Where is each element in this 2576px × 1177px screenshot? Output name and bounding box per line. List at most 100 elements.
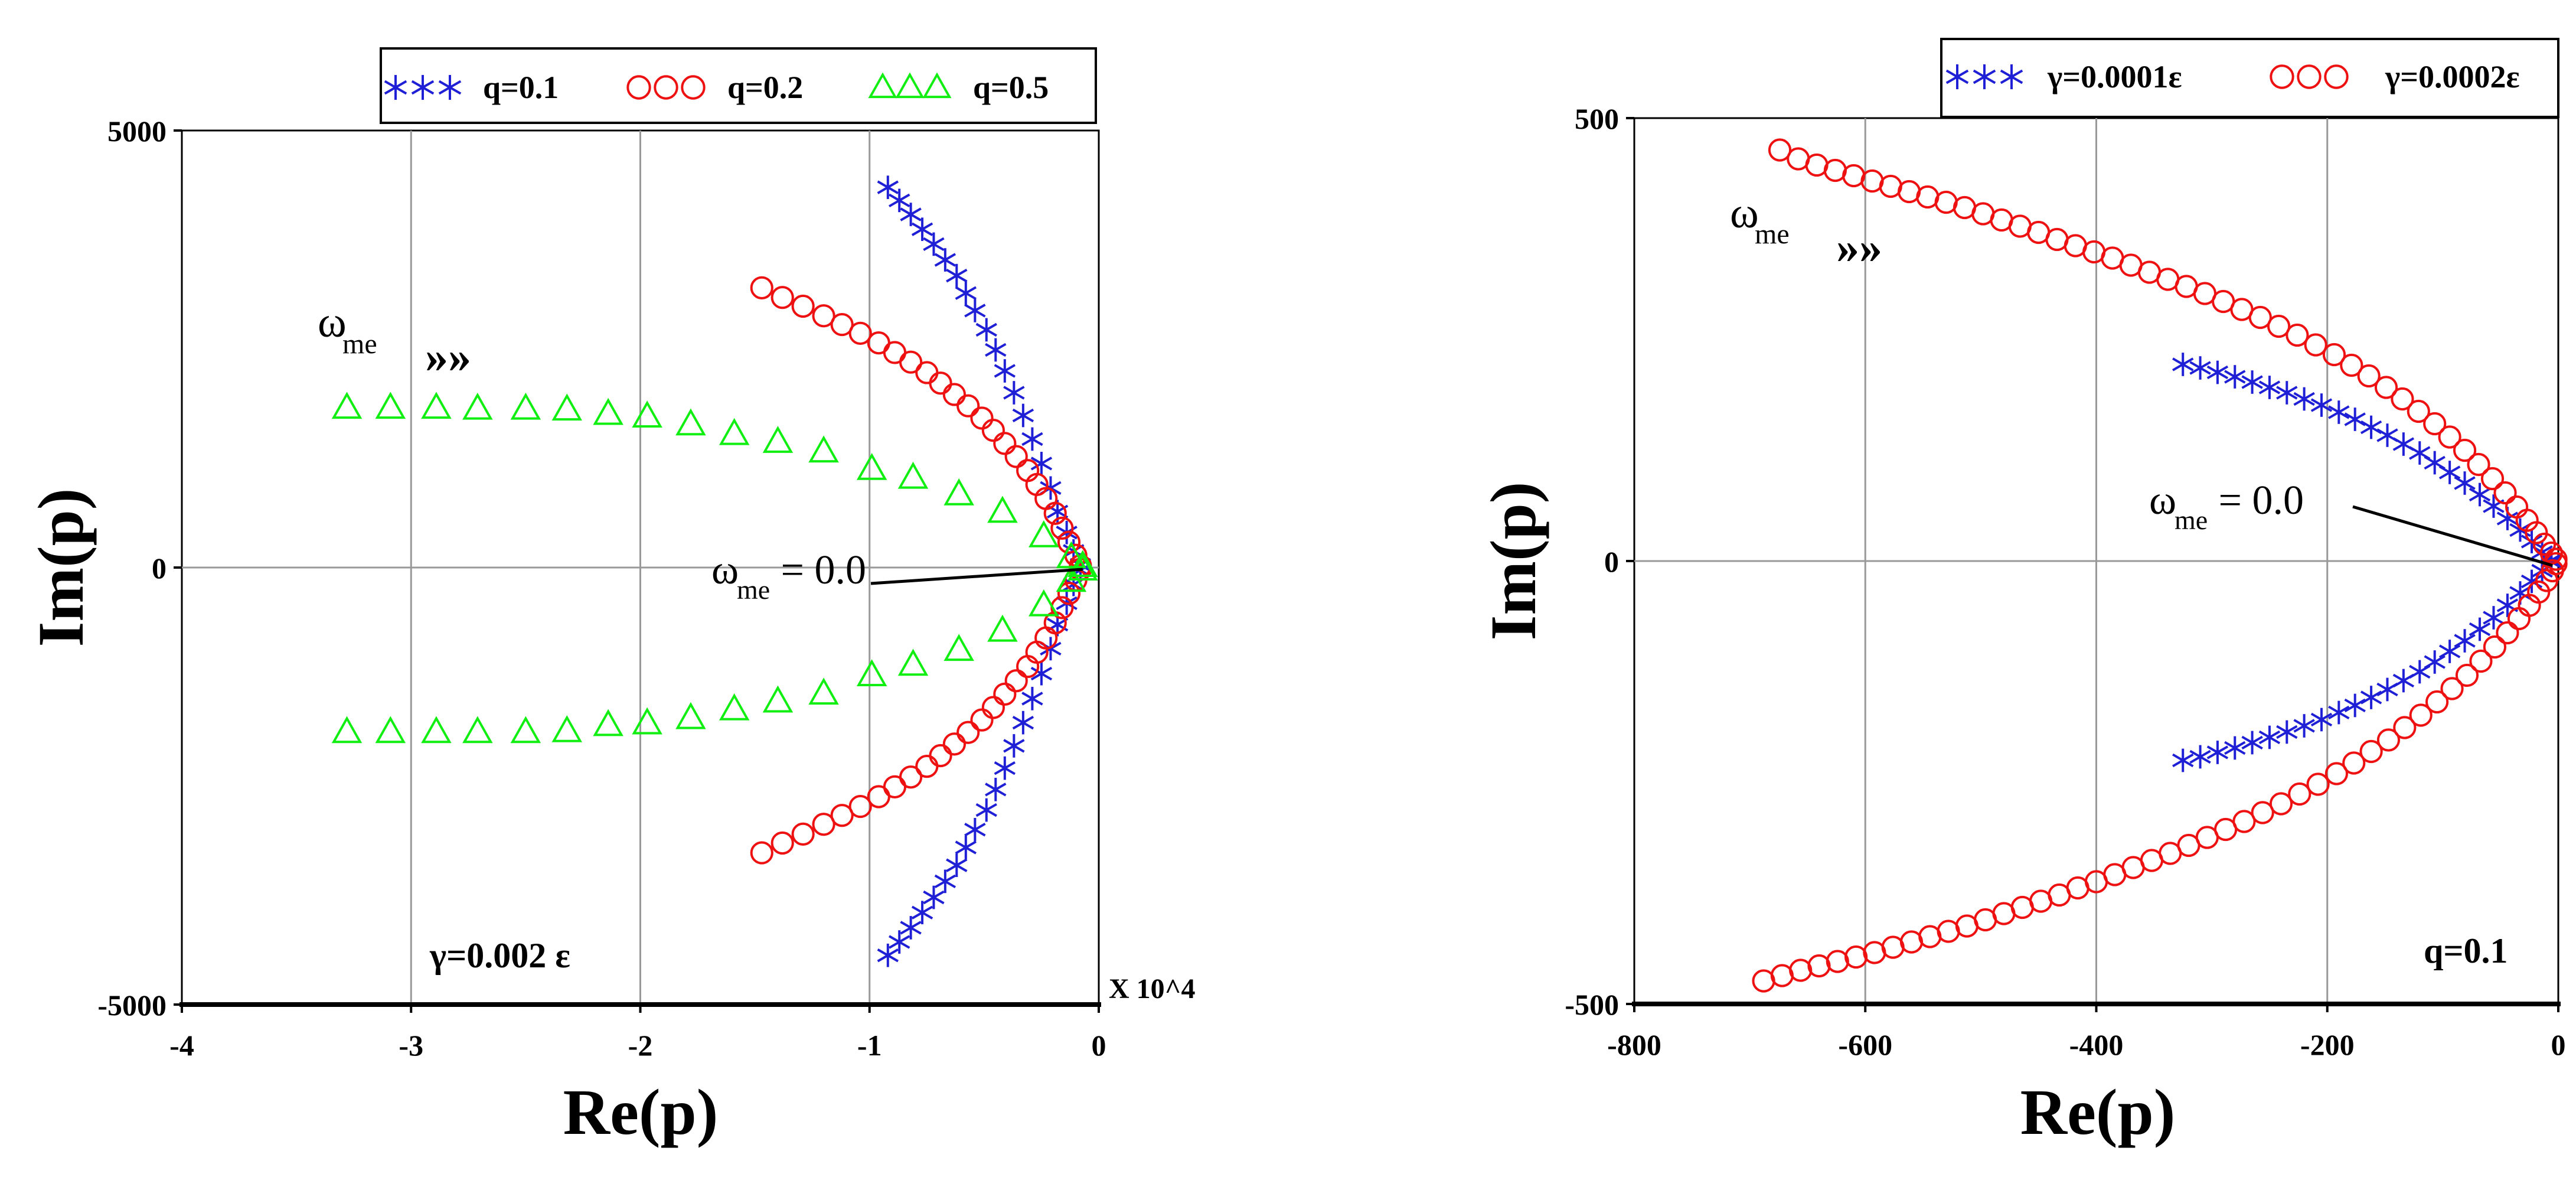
x-tick-label: -400 bbox=[2069, 1028, 2124, 1061]
y-tick-label: 5000 bbox=[107, 115, 166, 148]
data-point bbox=[2248, 305, 2272, 330]
data-point bbox=[1030, 661, 1053, 686]
data-point bbox=[946, 853, 968, 878]
left-arrow-glyph: »» bbox=[425, 331, 471, 382]
legend-marker bbox=[1973, 64, 1996, 90]
data-point bbox=[1029, 589, 1059, 617]
data-point bbox=[2469, 617, 2491, 641]
data-point bbox=[899, 350, 923, 374]
left-omega-zero-annotation: ω me = 0.0 bbox=[711, 547, 1083, 605]
left-legend-label-q05: q=0.5 bbox=[973, 70, 1049, 105]
legend-marker bbox=[681, 75, 706, 100]
data-point bbox=[2393, 716, 2417, 739]
series-1 bbox=[1752, 138, 2568, 993]
data-point bbox=[1844, 945, 1868, 969]
data-point bbox=[791, 822, 815, 846]
data-point bbox=[2286, 323, 2309, 347]
data-point bbox=[2172, 748, 2194, 772]
data-point bbox=[2438, 425, 2461, 449]
legend-marker bbox=[922, 72, 952, 99]
data-point bbox=[2241, 731, 2263, 755]
data-point bbox=[593, 397, 623, 425]
data-point bbox=[911, 901, 933, 925]
data-point bbox=[987, 614, 1018, 642]
x-tick-label: -800 bbox=[1607, 1028, 1661, 1061]
y-tick-label: -500 bbox=[1565, 988, 1619, 1021]
data-point bbox=[993, 682, 1017, 706]
data-point bbox=[812, 304, 835, 328]
data-point bbox=[1057, 582, 1081, 605]
data-point bbox=[2438, 461, 2461, 484]
x-tick-label: 0 bbox=[1092, 1029, 1106, 1062]
left-omega-subscript: me bbox=[342, 328, 377, 360]
data-point bbox=[877, 175, 899, 200]
right-omega-zero-subscript: me bbox=[2175, 505, 2208, 535]
data-point bbox=[911, 217, 933, 242]
data-point bbox=[808, 677, 839, 705]
data-point bbox=[462, 716, 493, 744]
left-omega-zero-value: = 0.0 bbox=[770, 547, 866, 593]
data-point bbox=[889, 188, 910, 213]
data-point bbox=[1030, 452, 1053, 475]
x-tick-label: 0 bbox=[2551, 1028, 2566, 1061]
data-point bbox=[1050, 516, 1074, 540]
data-point bbox=[897, 648, 929, 676]
x-tick-label: -3 bbox=[399, 1029, 423, 1062]
data-point bbox=[830, 312, 854, 337]
data-point bbox=[2322, 343, 2346, 367]
data-point bbox=[1826, 950, 1849, 973]
legend-marker bbox=[2324, 64, 2349, 89]
left-omega-zero-subscript: me bbox=[737, 575, 770, 605]
data-point bbox=[993, 432, 1017, 455]
data-point bbox=[934, 248, 956, 272]
data-point bbox=[2496, 621, 2519, 645]
data-point bbox=[987, 495, 1018, 523]
left-legend-label-q01: q=0.1 bbox=[483, 70, 559, 105]
right-omega-symbol: ω bbox=[1730, 189, 1759, 237]
data-point bbox=[510, 392, 541, 420]
legend-marker bbox=[2297, 64, 2322, 89]
right-legend[interactable]: γ=0.0001ε γ=0.0002ε bbox=[1940, 38, 2559, 118]
data-point bbox=[2189, 745, 2211, 769]
data-point bbox=[2493, 481, 2517, 505]
data-point bbox=[943, 478, 974, 506]
data-point bbox=[994, 756, 1016, 780]
data-point bbox=[551, 393, 582, 421]
left-legend[interactable]: q=0.1 q=0.2 q=0.5 bbox=[380, 47, 1097, 124]
right-arrow-glyph: »» bbox=[1836, 221, 1882, 273]
right-data-marks bbox=[1752, 138, 2568, 993]
legend-marker bbox=[411, 74, 435, 100]
data-point bbox=[856, 452, 887, 480]
left-chart: -4 -3 -2 -1 0 -5000 0 5000 q=0.1 q=0.2 q=0.5 Re… bbox=[25, 47, 1196, 1148]
data-point bbox=[331, 392, 363, 419]
data-point bbox=[2357, 364, 2381, 388]
data-point bbox=[2483, 606, 2505, 630]
data-point bbox=[593, 709, 623, 736]
data-point bbox=[762, 426, 794, 453]
data-point bbox=[970, 406, 994, 430]
data-point bbox=[2539, 541, 2563, 565]
left-grid bbox=[182, 131, 1099, 1005]
left-x-axis-label: Re(p) bbox=[563, 1076, 719, 1148]
left-omega-arrow-annotation: ω me »» bbox=[318, 298, 471, 382]
data-point bbox=[551, 715, 582, 742]
data-point bbox=[929, 371, 952, 395]
data-point bbox=[2425, 690, 2449, 714]
data-point bbox=[2189, 356, 2211, 380]
data-point bbox=[877, 943, 899, 967]
right-grid bbox=[1634, 118, 2558, 1004]
data-point bbox=[2469, 649, 2493, 673]
data-point bbox=[897, 461, 929, 489]
data-point bbox=[375, 392, 406, 419]
right-omega-subscript: me bbox=[1755, 219, 1790, 250]
data-point bbox=[943, 634, 974, 661]
data-point bbox=[2258, 725, 2281, 749]
x-tick-label: -200 bbox=[2300, 1028, 2355, 1061]
data-point bbox=[2293, 387, 2315, 411]
right-param-label: q=0.1 bbox=[2424, 931, 2508, 970]
y-tick-label: -5000 bbox=[97, 989, 166, 1022]
data-point bbox=[2344, 693, 2366, 718]
data-point bbox=[2258, 376, 2281, 399]
data-point bbox=[923, 885, 945, 909]
data-point bbox=[970, 708, 994, 732]
